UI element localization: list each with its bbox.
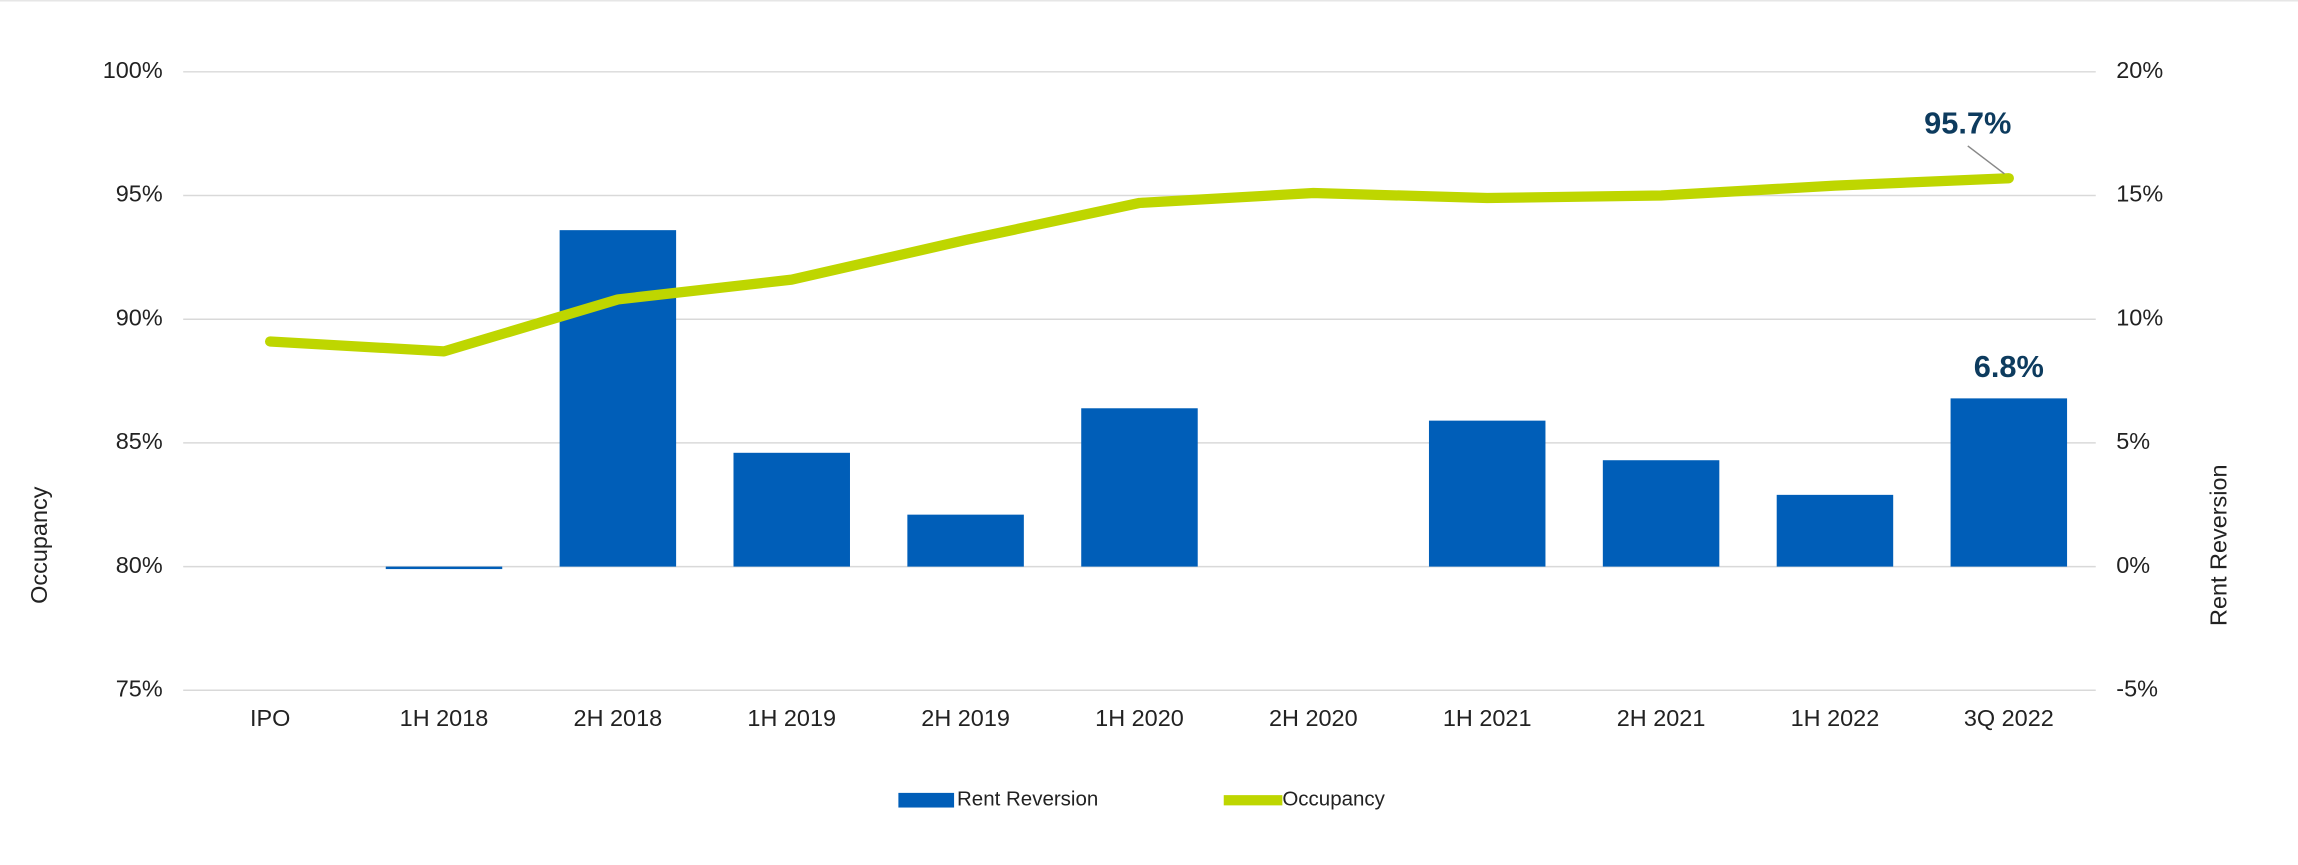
x-tick-label: 1H 2022 [1791, 705, 1880, 731]
legend-swatch [898, 792, 955, 808]
data-label: 95.7% [1924, 106, 2011, 141]
x-tick-label: 1H 2019 [747, 705, 836, 731]
x-tick-label: 1H 2020 [1095, 705, 1184, 731]
y2-tick-label: 20% [2116, 57, 2163, 83]
legend-label: Occupancy [1282, 788, 1385, 811]
y-tick-label: 75% [116, 675, 163, 701]
bar [1602, 460, 1720, 567]
bar [907, 514, 1024, 567]
x-tick-label: 1H 2018 [400, 705, 489, 731]
bar [559, 230, 677, 567]
x-tick-label: 3Q 2022 [1964, 705, 2054, 731]
y2-tick-label: 0% [2116, 552, 2150, 578]
line [264, 173, 2014, 357]
label-leader [1967, 145, 2005, 175]
y-axis-label: Occupancy [26, 486, 52, 604]
y2-tick-label: 15% [2116, 181, 2163, 207]
y-tick-label: 100% [103, 57, 163, 83]
y2-tick-label: 5% [2116, 428, 2150, 454]
data-label: 6.8% [1974, 349, 2044, 384]
y-tick-label: 95% [116, 181, 163, 207]
x-tick-label: 2H 2019 [921, 705, 1010, 731]
x-tick-label: 2H 2021 [1617, 705, 1706, 731]
y2-tick-label: 10% [2116, 304, 2163, 330]
legend-label: Rent Reversion [957, 788, 1098, 811]
y-tick-label: 85% [116, 428, 163, 454]
y2-axis-label: Rent Reversion [2206, 464, 2232, 626]
bar [1950, 398, 2068, 567]
bar [733, 452, 850, 567]
bar [385, 566, 503, 570]
x-tick-label: 2H 2020 [1269, 705, 1358, 731]
y-tick-label: 80% [116, 552, 163, 578]
bar [1776, 494, 1894, 567]
x-tick-label: IPO [250, 705, 290, 731]
bar [1428, 420, 1546, 567]
x-tick-label: 1H 2021 [1443, 705, 1532, 731]
x-tick-label: 2H 2018 [574, 705, 663, 731]
bar [1081, 408, 1198, 567]
y-tick-label: 90% [116, 304, 163, 330]
y2-tick-label: -5% [2116, 675, 2158, 701]
